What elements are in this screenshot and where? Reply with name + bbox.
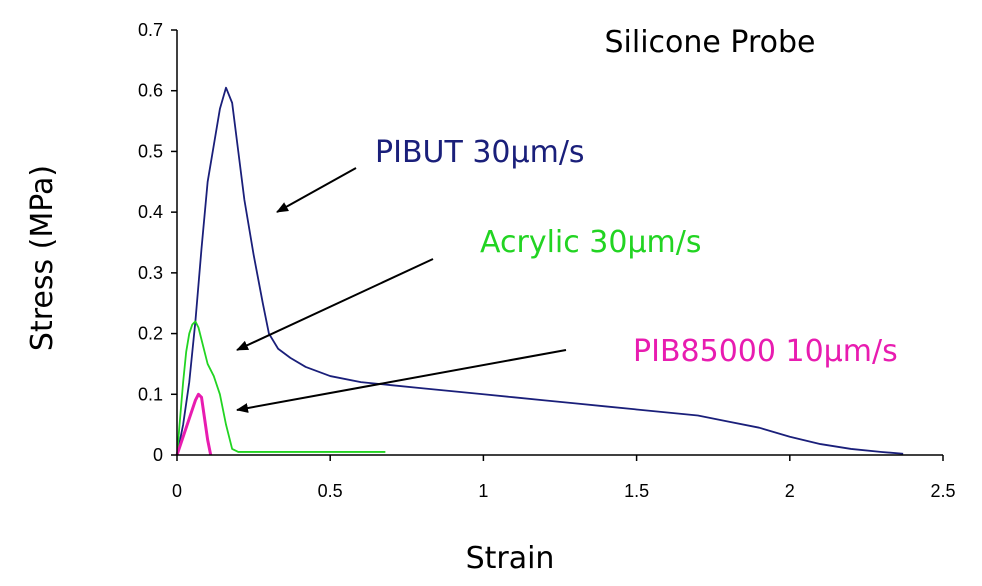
annotation-acrylic: Acrylic 30µm/s [480,225,702,260]
x-axis-title: Strain [466,541,555,576]
series-line-pibut [176,86,904,456]
x-ticks: 0 0.5 1 1.5 2 2.5 [172,455,956,501]
chart-title: Silicone Probe [605,25,816,60]
arrow-acrylic [236,258,434,351]
arrow-pibut [276,167,357,213]
x-tick-label: 1.5 [624,481,649,501]
series-line-acrylic [176,320,386,456]
x-tick-label: 2.5 [930,481,955,501]
y-tick-label: 0.3 [138,263,163,283]
y-tick-label: 0.7 [138,20,163,40]
x-tick-label: 0.5 [318,481,343,501]
y-tick-label: 0.6 [138,81,163,101]
y-tick-label: 0.2 [138,324,163,344]
y-tick-label: 0.5 [138,141,163,161]
x-tick-label: 0 [172,481,182,501]
y-tick-label: 0 [153,445,163,465]
y-ticks: 0 0.1 0.2 0.3 0.4 0.5 0.6 0.7 [138,20,177,465]
x-tick-label: 2 [785,481,795,501]
y-tick-label: 0.1 [138,384,163,404]
arrow-pib85000 [236,349,567,413]
x-tick-label: 1 [478,481,488,501]
y-tick-label: 0.4 [138,202,163,222]
y-axis-title: Stress (MPa) [25,165,60,351]
plot-lines [175,86,904,456]
annotation-pib85000: PIB85000 10µm/s [633,334,898,369]
annotation-pibut: PIBUT 30µm/s [375,135,585,170]
series-line-pib85000 [175,392,213,456]
